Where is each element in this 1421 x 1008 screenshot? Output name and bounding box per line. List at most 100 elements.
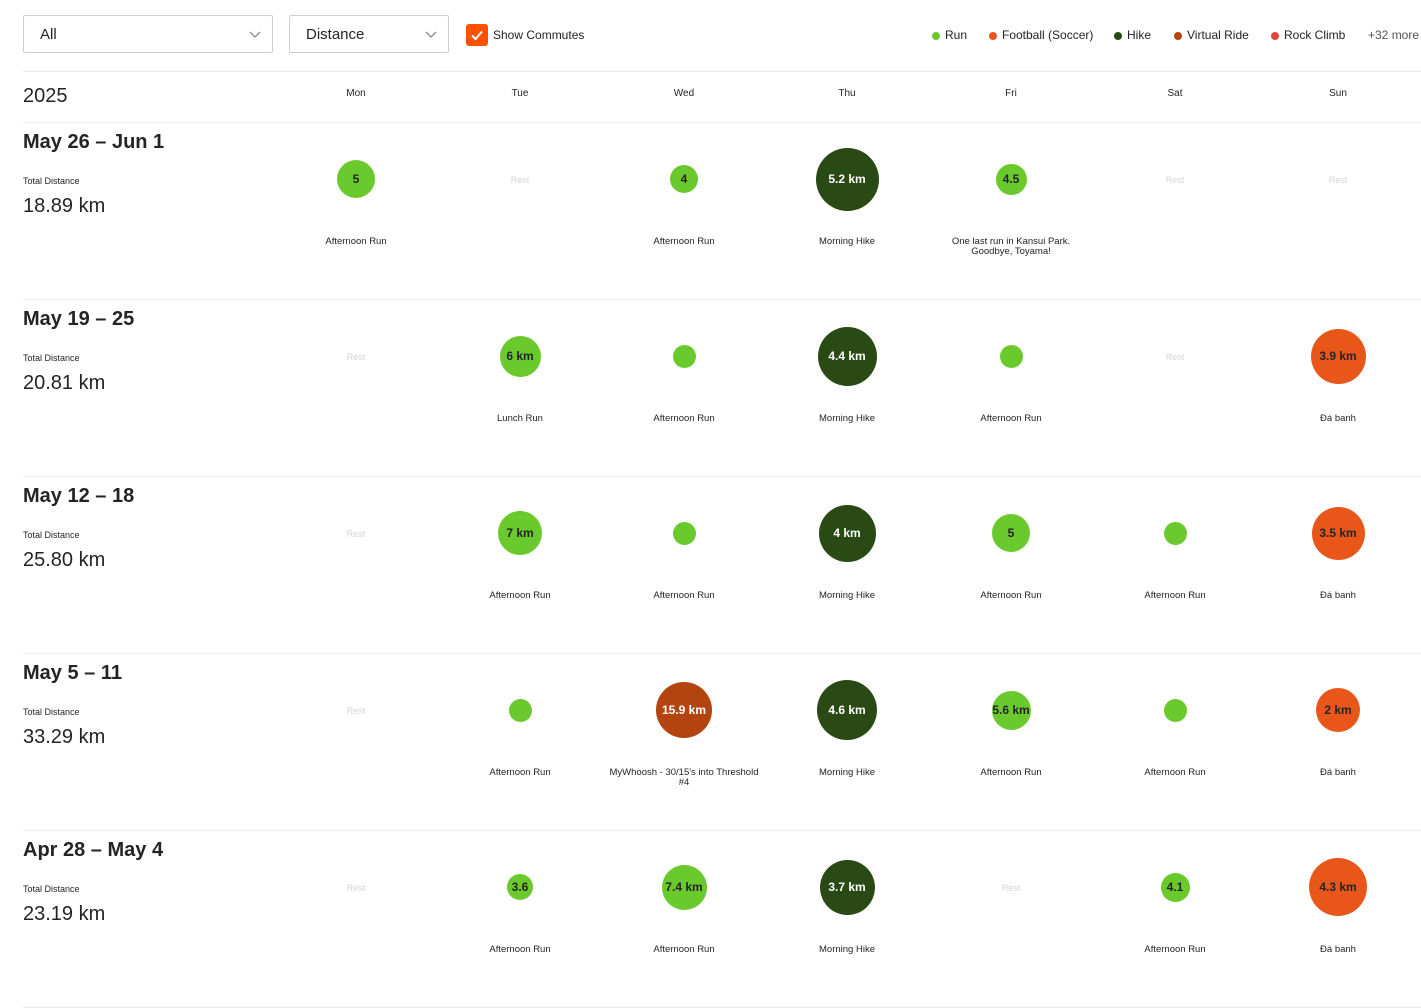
day-cell-mon: 5 Afternoon Run (281, 123, 431, 293)
rest-label: Rest (1165, 175, 1185, 185)
activity-name-link[interactable]: Afternoon Run (980, 413, 1042, 424)
divider (23, 830, 1421, 831)
day-cell-sat: Afternoon Run (1100, 477, 1250, 647)
day-cell-wed: Afternoon Run (609, 477, 759, 647)
legend-dot-icon (989, 32, 997, 40)
day-cell-thu: 4 km Morning Hike (772, 477, 922, 647)
day-cell-wed: 4 Afternoon Run (609, 123, 759, 293)
legend-more-link[interactable]: +32 more (1368, 28, 1420, 42)
activity-bubble[interactable]: 7 km (498, 511, 542, 555)
activity-name-link[interactable]: Morning Hike (819, 236, 875, 247)
legend-dot-icon (932, 32, 940, 40)
activity-name-link[interactable]: Morning Hike (819, 413, 875, 424)
activity-name-link[interactable]: Afternoon Run (489, 944, 551, 955)
activity-bubble[interactable]: 5.6 km (991, 690, 1031, 730)
day-cell-thu: 4.4 km Morning Hike (772, 300, 922, 470)
activity-bubble[interactable]: 5 (337, 160, 375, 198)
day-header-sun: Sun (1329, 88, 1347, 99)
day-cell-mon: Rest (281, 654, 431, 824)
activity-type-select[interactable]: All (23, 15, 273, 53)
activity-bubble[interactable]: 4.6 km (817, 680, 877, 740)
activity-name-link[interactable]: Đá banh (1320, 590, 1356, 601)
week-range: May 19 – 25 (23, 308, 135, 330)
activity-bubble[interactable]: 4.5 (995, 163, 1027, 195)
activity-bubble[interactable]: 4.4 km (817, 326, 877, 386)
activity-bubble[interactable] (672, 521, 696, 545)
activity-name-link[interactable]: Afternoon Run (653, 236, 715, 247)
activity-bubble[interactable]: 3.9 km (1310, 328, 1366, 384)
activity-bubble[interactable]: 3.6 (507, 874, 533, 900)
activity-name-link[interactable]: Đá banh (1320, 413, 1356, 424)
metric-select[interactable]: Distance (289, 15, 449, 53)
total-distance-label: Total Distance (23, 176, 80, 186)
week-range: May 26 – Jun 1 (23, 131, 165, 153)
activity-bubble[interactable]: 6 km (499, 335, 541, 377)
activity-name-link[interactable]: Afternoon Run (489, 590, 551, 601)
legend-dot-icon (1114, 32, 1122, 40)
day-cell-sun: 3.5 km Đá banh (1263, 477, 1413, 647)
activity-name-link[interactable]: Afternoon Run (980, 767, 1042, 778)
rest-label: Rest (1001, 883, 1021, 893)
activity-name-link[interactable]: Morning Hike (819, 767, 875, 778)
legend-label: Rock Climb (1284, 28, 1346, 42)
activity-bubble[interactable]: 5.2 km (815, 147, 879, 211)
day-header-wed: Wed (673, 88, 695, 99)
activity-bubble[interactable] (999, 344, 1023, 368)
activity-bubble[interactable]: 2 km (1316, 688, 1360, 732)
activity-name-link[interactable]: Afternoon Run (1144, 767, 1206, 778)
day-cell-tue: Rest (445, 123, 595, 293)
week-block: May 19 – 25 Total Distance 20.81 km Rest 6 k… (0, 300, 1421, 477)
activity-name-link[interactable]: Afternoon Run (325, 236, 387, 247)
activity-bubble[interactable]: 4 (670, 165, 698, 193)
total-distance-label: Total Distance (23, 353, 80, 363)
activity-name-link[interactable]: Afternoon Run (489, 767, 551, 778)
total-distance-label: Total Distance (23, 530, 80, 540)
activity-bubble[interactable]: 7.4 km (661, 864, 707, 910)
activity-bubble[interactable]: 3.7 km (819, 859, 875, 915)
activity-bubble[interactable] (508, 698, 532, 722)
activity-type-value: All (40, 26, 57, 43)
divider (23, 476, 1421, 477)
week-block: Apr 28 – May 4 Total Distance 23.19 km Rest… (0, 831, 1421, 1008)
activity-name-link[interactable]: Lunch Run (497, 413, 543, 424)
day-cell-sun: 4.3 km Đá banh (1263, 831, 1413, 1001)
checkmark-icon (471, 30, 483, 41)
activity-bubble[interactable]: 4.3 km (1309, 858, 1367, 916)
rest-label: Rest (346, 352, 366, 362)
rest-label: Rest (346, 706, 366, 716)
activity-name-link[interactable]: Morning Hike (819, 944, 875, 955)
activity-name-link[interactable]: MyWhoosh - 30/15's into Threshold #4 (609, 767, 759, 788)
activity-bubble[interactable]: 4 km (818, 504, 876, 562)
activity-name-link[interactable]: Afternoon Run (653, 590, 715, 601)
show-commutes-checkbox[interactable] (466, 24, 488, 46)
activity-name-link[interactable]: Morning Hike (819, 590, 875, 601)
week-range: Apr 28 – May 4 (23, 839, 164, 861)
day-header-fri: Fri (1005, 88, 1017, 99)
activity-bubble[interactable]: 3.5 km (1311, 506, 1365, 560)
week-block: May 26 – Jun 1 Total Distance 18.89 km 5 Aft… (0, 123, 1421, 300)
activity-name-link[interactable]: Afternoon Run (1144, 944, 1206, 955)
activity-name-link[interactable]: Đá banh (1320, 767, 1356, 778)
activity-bubble[interactable]: 5 (992, 514, 1030, 552)
activity-bubble[interactable] (1163, 698, 1187, 722)
activity-name-link[interactable]: Afternoon Run (653, 413, 715, 424)
day-cell-fri: Afternoon Run (936, 300, 1086, 470)
activity-name-link[interactable]: Afternoon Run (980, 590, 1042, 601)
divider (23, 299, 1421, 300)
activity-bubble[interactable]: 4.1 (1160, 872, 1190, 902)
activity-name-link[interactable]: Afternoon Run (1144, 590, 1206, 601)
day-cell-tue: 7 km Afternoon Run (445, 477, 595, 647)
legend-label: Football (Soccer) (1002, 28, 1094, 42)
legend-label: Run (945, 28, 968, 42)
activity-bubble[interactable] (1163, 521, 1187, 545)
day-cell-sat: Afternoon Run (1100, 654, 1250, 824)
activity-bubble[interactable] (672, 344, 696, 368)
activity-name-link[interactable]: Afternoon Run (653, 944, 715, 955)
metric-value: Distance (306, 26, 365, 43)
day-header-mon: Mon (346, 88, 366, 99)
day-cell-thu: 3.7 km Morning Hike (772, 831, 922, 1001)
activity-name-link[interactable]: Đá banh (1320, 944, 1356, 955)
activity-bubble[interactable]: 15.9 km (656, 682, 712, 738)
activity-name-link[interactable]: One last run in Kansui Park. Goodbye, To… (951, 236, 1071, 257)
total-distance-value: 33.29 km (23, 726, 106, 748)
